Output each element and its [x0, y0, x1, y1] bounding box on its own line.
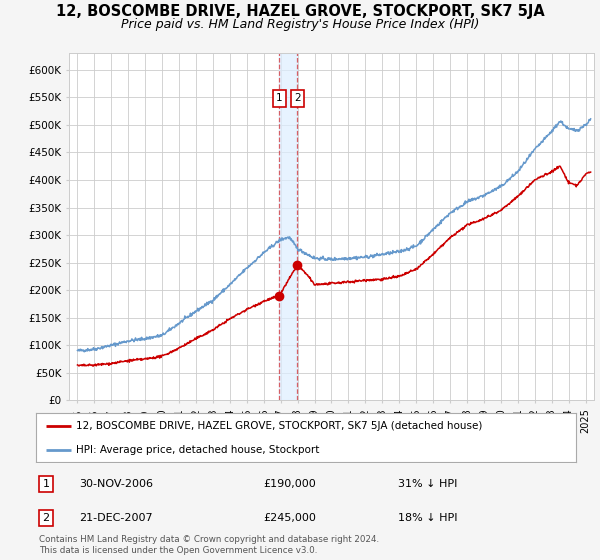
Text: 21-DEC-2007: 21-DEC-2007 [79, 513, 153, 522]
Text: 12, BOSCOMBE DRIVE, HAZEL GROVE, STOCKPORT, SK7 5JA (detached house): 12, BOSCOMBE DRIVE, HAZEL GROVE, STOCKPO… [77, 421, 483, 431]
Text: 31% ↓ HPI: 31% ↓ HPI [398, 479, 457, 489]
Text: 1: 1 [276, 94, 283, 104]
Text: 30-NOV-2006: 30-NOV-2006 [79, 479, 153, 489]
Text: 18% ↓ HPI: 18% ↓ HPI [398, 513, 457, 522]
Text: Contains HM Land Registry data © Crown copyright and database right 2024.
This d: Contains HM Land Registry data © Crown c… [39, 535, 379, 555]
Text: 1: 1 [43, 479, 49, 489]
Bar [279, 53, 297, 400]
Text: Price paid vs. HM Land Registry's House Price Index (HPI): Price paid vs. HM Land Registry's House … [121, 18, 479, 31]
Text: HPI: Average price, detached house, Stockport: HPI: Average price, detached house, Stoc… [77, 445, 320, 455]
Text: 2: 2 [294, 94, 301, 104]
Text: £190,000: £190,000 [263, 479, 316, 489]
Text: £245,000: £245,000 [263, 513, 316, 522]
Text: 12, BOSCOMBE DRIVE, HAZEL GROVE, STOCKPORT, SK7 5JA: 12, BOSCOMBE DRIVE, HAZEL GROVE, STOCKPO… [56, 4, 544, 20]
Text: 2: 2 [43, 513, 50, 522]
